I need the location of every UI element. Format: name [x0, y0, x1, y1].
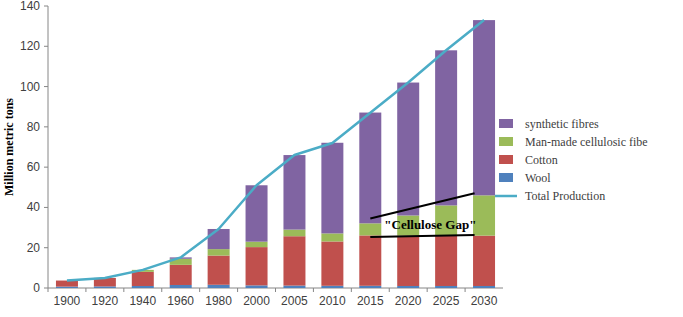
chart: Million metric tons 0 20 40 60 80 100 120 140 190…	[0, 0, 683, 317]
bar-segment	[473, 20, 495, 195]
line-series	[67, 20, 484, 280]
bar-segment	[208, 285, 230, 288]
x-tick	[427, 288, 428, 292]
bar-segment	[473, 286, 495, 288]
annotation-line	[370, 235, 474, 237]
bar-segment	[435, 236, 457, 286]
bar-segment	[170, 265, 192, 285]
bar-segment	[321, 233, 343, 241]
bar-segment	[321, 241, 343, 285]
x-tick-label: 2020	[395, 294, 422, 308]
bar-segment	[359, 286, 381, 288]
x-tick	[275, 288, 276, 292]
x-tick	[237, 288, 238, 292]
x-tick-label: 1920	[92, 294, 119, 308]
bar-segment	[359, 235, 381, 285]
y-tick-label: 120	[20, 39, 40, 53]
legend-label: Cotton	[525, 153, 558, 167]
y-tick	[44, 126, 48, 127]
bar-segment	[359, 223, 381, 235]
bar-segment	[435, 286, 457, 288]
x-tick-label: 2015	[357, 294, 384, 308]
bar-segment	[473, 236, 495, 286]
bar-segment	[397, 286, 419, 288]
x-tick	[313, 288, 314, 292]
x-tick	[199, 288, 200, 292]
x-tick-label: 2000	[243, 294, 270, 308]
x-tick-label: 2005	[281, 294, 308, 308]
bar-segment	[132, 272, 154, 286]
bar-segment	[321, 286, 343, 288]
x-tick-label: 1900	[54, 294, 81, 308]
y-tick-label: 60	[27, 160, 41, 174]
bar-segment	[283, 155, 305, 230]
legend-label: Wool	[525, 171, 551, 185]
y-tick	[44, 288, 48, 289]
annotation-line	[370, 193, 474, 218]
x-tick	[351, 288, 352, 292]
annotation-text: "Cellulose Gap"	[384, 217, 476, 232]
legend-swatch	[499, 137, 513, 146]
y-tick-label: 0	[33, 281, 40, 295]
y-tick-label: 100	[20, 80, 40, 94]
x-tick	[48, 288, 49, 292]
plot-area	[56, 20, 495, 288]
y-tick	[44, 46, 48, 47]
x-tick-label: 1980	[205, 294, 232, 308]
legend-label: Total Production	[525, 189, 605, 203]
bar-segment	[56, 287, 78, 288]
y-tick	[44, 247, 48, 248]
x-tick-label: 2010	[319, 294, 346, 308]
legend-swatch	[499, 173, 513, 182]
legend-swatch	[495, 195, 517, 198]
bar-segment	[208, 249, 230, 255]
bar-segment	[246, 242, 268, 247]
x-tick-label: 2030	[471, 294, 498, 308]
legend-label: Man-made cellulosic fibe	[525, 135, 648, 149]
y-tick-label: 80	[27, 120, 41, 134]
x-tick	[123, 288, 124, 292]
y-tick-label: 140	[20, 0, 40, 13]
x-tick	[389, 288, 390, 292]
y-tick-label: 20	[27, 241, 41, 255]
bar-segment	[283, 236, 305, 285]
bar-segment	[435, 50, 457, 205]
bar-segment	[359, 113, 381, 224]
x-tick	[465, 288, 466, 292]
bar-segment	[397, 236, 419, 286]
x-tick-label: 1940	[129, 294, 156, 308]
bar-segment	[283, 230, 305, 237]
bar-segment	[94, 286, 116, 288]
legend-swatch	[499, 155, 513, 164]
y-tick-label: 40	[27, 200, 41, 214]
y-tick	[44, 86, 48, 87]
x-tick	[161, 288, 162, 292]
y-tick	[44, 207, 48, 208]
bar-segment	[208, 256, 230, 285]
bar-segment	[56, 281, 78, 287]
legend-swatch	[499, 119, 513, 128]
bar-segment	[246, 247, 268, 285]
bar-segment	[170, 285, 192, 288]
bar-segment	[132, 286, 154, 288]
x-tick-label: 1960	[167, 294, 194, 308]
bar-segment	[283, 286, 305, 288]
bar-segment	[321, 143, 343, 234]
bar-segment	[246, 285, 268, 288]
legend-label: synthetic fibres	[525, 117, 599, 131]
y-tick	[44, 167, 48, 168]
y-axis-line	[48, 6, 49, 288]
y-tick	[44, 6, 48, 7]
y-axis-title: Million metric tons	[2, 98, 16, 196]
x-tick	[85, 288, 86, 292]
bar-segment	[397, 83, 419, 216]
x-tick-label: 2025	[433, 294, 460, 308]
bar-segment	[208, 229, 230, 249]
